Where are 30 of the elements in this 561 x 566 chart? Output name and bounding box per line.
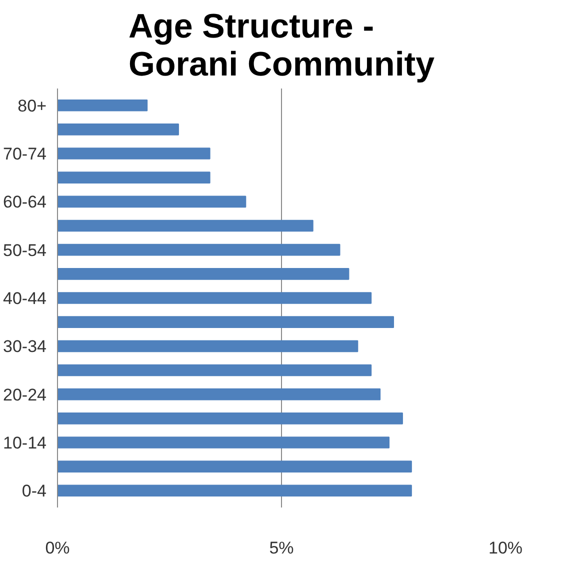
bar <box>58 316 394 328</box>
y-tick-label: 40-44 <box>3 289 47 308</box>
bar <box>58 340 358 352</box>
bar <box>58 412 403 424</box>
x-tick-label: 5% <box>269 538 294 558</box>
bar <box>58 436 390 448</box>
bar <box>58 220 314 232</box>
bar <box>58 460 412 472</box>
y-tick-label: 30-34 <box>3 337 47 356</box>
y-tick-label: 60-64 <box>3 192 47 212</box>
y-tick-label: 20-24 <box>3 385 47 404</box>
chart-title: Age Structure - Gorani Community <box>128 8 435 84</box>
y-tick-label: 0-4 <box>22 482 47 501</box>
x-tick-label: 10% <box>488 538 523 558</box>
y-tick-label: 10-14 <box>3 433 47 452</box>
bar <box>58 244 340 256</box>
bar <box>58 148 210 160</box>
bar <box>58 484 412 497</box>
bar <box>58 388 381 400</box>
y-tick-label: 80+ <box>18 96 47 116</box>
y-tick-label: 50-54 <box>3 240 47 260</box>
bar <box>58 172 210 184</box>
bar <box>58 292 372 304</box>
bar <box>58 196 246 208</box>
bar <box>58 364 372 376</box>
x-tick-label: 0% <box>45 538 70 558</box>
bar <box>58 99 148 112</box>
bar <box>58 124 179 136</box>
bar <box>58 268 350 280</box>
y-tick-label: 70-74 <box>3 144 47 164</box>
